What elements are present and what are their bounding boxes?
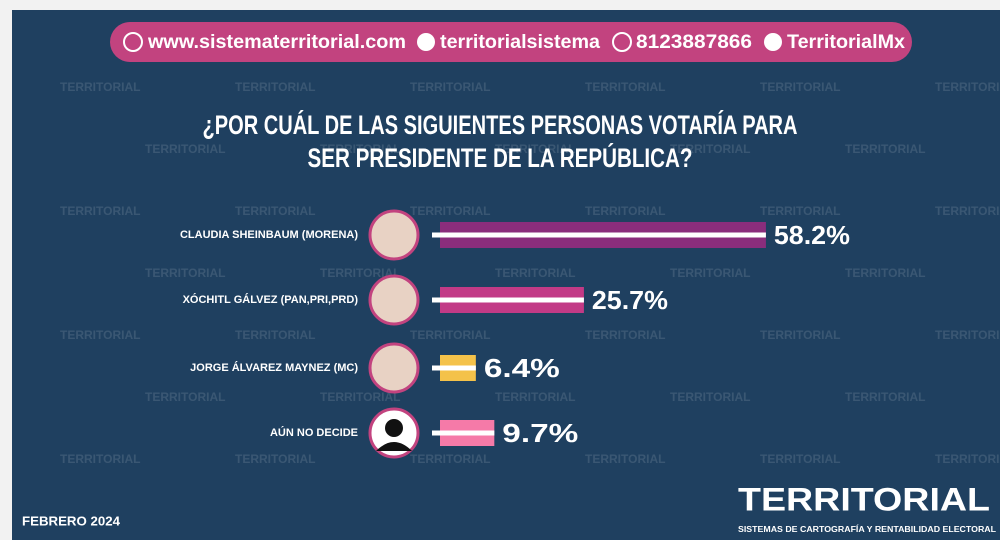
watermark: TERRITORIAL (410, 80, 490, 94)
watermark: TERRITORIAL (60, 452, 140, 466)
watermark: TERRITORIAL (670, 142, 750, 156)
watermark: TERRITORIAL (935, 328, 1000, 342)
watermark: TERRITORIAL (845, 266, 925, 280)
watermark: TERRITORIAL (320, 142, 400, 156)
title-line: SER PRESIDENTE DE LA REPÚBLICA? (308, 142, 693, 173)
whatsapp-icon (612, 32, 632, 52)
value-label: 9.7% (502, 418, 578, 448)
watermark: TERRITORIAL (760, 452, 840, 466)
watermark: TERRITORIAL (760, 80, 840, 94)
bars: CLAUDIA SHEINBAUM (MORENA) 58.2% XÓCHITL G… (180, 209, 850, 459)
watermark: TERRITORIAL (760, 328, 840, 342)
watermark: TERRITORIAL (235, 452, 315, 466)
silhouette-body (376, 442, 412, 451)
website: www.sistematerritorial.com (147, 32, 406, 53)
category-label: CLAUDIA SHEINBAUM (MORENA) (180, 229, 358, 241)
watermark: TERRITORIAL (235, 204, 315, 218)
watermark: TERRITORIAL (585, 328, 665, 342)
tagline: SISTEMAS DE CARTOGRAFÍA Y RENTABILIDAD E… (738, 525, 996, 534)
avatar (368, 342, 420, 394)
bar-stripe (432, 430, 495, 436)
watermark: TERRITORIAL (320, 390, 400, 404)
value-label: 25.7% (592, 285, 668, 315)
bar-stripe (432, 232, 766, 238)
avatar (368, 209, 420, 261)
watermark: TERRITORIAL (495, 142, 575, 156)
watermark: TERRITORIAL (410, 452, 490, 466)
watermark: TERRITORIAL (60, 204, 140, 218)
watermark: TERRITORIAL (495, 390, 575, 404)
watermark: TERRITORIAL (410, 328, 490, 342)
category-label: XÓCHITL GÁLVEZ (PAN,PRI,PRD) (183, 293, 359, 306)
watermark: TERRITORIAL (145, 142, 225, 156)
watermark: TERRITORIAL (935, 204, 1000, 218)
watermark: TERRITORIAL (410, 204, 490, 218)
avatar (368, 274, 420, 326)
watermark: TERRITORIAL (845, 390, 925, 404)
category-label: AÚN NO DECIDE (270, 426, 358, 439)
watermark: TERRITORIAL (585, 80, 665, 94)
watermark: TERRITORIAL (60, 80, 140, 94)
watermark: TERRITORIAL (145, 266, 225, 280)
facebook-icon (417, 33, 435, 51)
background (12, 10, 1000, 540)
watermark: TERRITORIAL (495, 266, 575, 280)
value-label: 6.4% (484, 353, 560, 383)
watermark: TERRITORIAL (845, 142, 925, 156)
watermark: TERRITORIAL (935, 452, 1000, 466)
watermark: TERRITORIAL (585, 452, 665, 466)
watermark: TERRITORIAL (235, 328, 315, 342)
watermark: TERRITORIAL (760, 204, 840, 218)
watermarks: TERRITORIAL TERRITORIAL TERRITORIAL TERRITO… (60, 80, 1000, 466)
twitter-icon (764, 33, 782, 51)
twitter: TerritorialMx (787, 32, 905, 53)
facebook: territorialsistema (440, 32, 600, 53)
bar-stripe (432, 365, 476, 371)
value-label: 58.2% (774, 220, 850, 250)
web-icon (123, 32, 143, 52)
watermark: TERRITORIAL (60, 328, 140, 342)
title-line: ¿POR CUÁL DE LAS SIGUIENTES PERSONAS VOT… (203, 109, 798, 140)
category-label: JORGE ÁLVAREZ MAYNEZ (MC) (190, 361, 358, 374)
watermark: TERRITORIAL (670, 266, 750, 280)
watermark: TERRITORIAL (670, 390, 750, 404)
watermark: TERRITORIAL (320, 266, 400, 280)
watermark: TERRITORIAL (145, 390, 225, 404)
bar-stripe (432, 297, 584, 303)
watermark: TERRITORIAL (935, 80, 1000, 94)
watermark: TERRITORIAL (235, 80, 315, 94)
date: FEBRERO 2024 (22, 513, 121, 528)
watermark: TERRITORIAL (585, 204, 665, 218)
logo: TERRITORIAL (738, 481, 990, 517)
header-pill (110, 22, 912, 62)
whatsapp: 8123887866 (636, 32, 752, 53)
silhouette-head (385, 419, 403, 437)
